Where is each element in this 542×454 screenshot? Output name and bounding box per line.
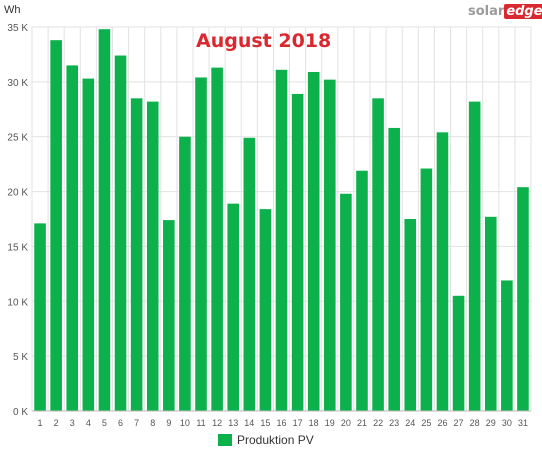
bar-day-21[interactable] — [356, 170, 368, 411]
x-tick-label: 18 — [309, 418, 319, 428]
x-tick-label: 7 — [134, 418, 139, 428]
y-tick-label: 35 K — [7, 23, 28, 34]
y-tick-label: 25 K — [7, 133, 28, 144]
x-tick-label: 1 — [38, 418, 43, 428]
x-tick-label: 11 — [196, 418, 205, 428]
x-tick-label: 4 — [86, 418, 91, 428]
x-tick-label: 5 — [102, 418, 107, 428]
bar-day-4[interactable] — [82, 78, 95, 412]
bar-day-16[interactable] — [275, 69, 288, 411]
x-tick-label: 8 — [150, 418, 155, 428]
x-tick-label: 14 — [244, 418, 254, 428]
legend-swatch — [218, 434, 232, 446]
bar-day-6[interactable] — [114, 55, 127, 411]
bar-day-27[interactable] — [452, 295, 465, 411]
x-tick-label: 10 — [180, 418, 190, 428]
y-tick-label: 20 K — [7, 188, 28, 199]
y-axis-unit-label: Wh — [4, 4, 21, 16]
y-axis: 0 K 5 K 10 K 15 K 20 K 25 K 30 K 35 K — [7, 23, 28, 418]
x-tick-label: 22 — [373, 418, 383, 428]
chart-legend[interactable]: Produktion PV — [218, 433, 314, 447]
y-tick-label: 30 K — [7, 78, 28, 89]
x-tick-label: 26 — [437, 418, 447, 428]
x-tick-label: 3 — [70, 418, 75, 428]
x-tick-label: 12 — [212, 418, 222, 428]
y-tick-label: 0 K — [13, 407, 28, 418]
bar-day-3[interactable] — [66, 65, 79, 412]
y-tick-label: 10 K — [7, 297, 28, 308]
legend-label: Produktion PV — [237, 433, 314, 447]
x-tick-label: 31 — [518, 418, 528, 428]
bar-day-28[interactable] — [468, 101, 481, 411]
bar-day-5[interactable] — [98, 29, 111, 412]
bar-day-17[interactable] — [291, 93, 304, 411]
x-tick-label: 28 — [470, 418, 480, 428]
chart-title: August 2018 — [196, 30, 332, 52]
bar-day-13[interactable] — [227, 203, 240, 411]
bar-day-7[interactable] — [130, 98, 143, 412]
x-tick-label: 17 — [293, 418, 303, 428]
x-tick-label: 15 — [260, 418, 270, 428]
bar-day-25[interactable] — [420, 168, 433, 411]
x-tick-label: 29 — [486, 418, 496, 428]
x-tick-label: 9 — [166, 418, 171, 428]
bar-day-18[interactable] — [307, 71, 320, 412]
x-tick-label: 24 — [405, 418, 415, 428]
bar-day-1[interactable] — [34, 223, 46, 411]
bar-day-12[interactable] — [211, 67, 223, 411]
x-tick-label: 20 — [341, 418, 351, 428]
bar-day-22[interactable] — [372, 98, 384, 412]
bar-day-14[interactable] — [243, 137, 256, 411]
bar-day-8[interactable] — [146, 101, 159, 411]
bar-day-30[interactable] — [501, 280, 513, 411]
bar-day-29[interactable] — [484, 216, 497, 411]
bar-day-20[interactable] — [340, 193, 352, 411]
bar-day-31[interactable] — [517, 187, 529, 411]
x-tick-label: 30 — [502, 418, 512, 428]
bar-day-15[interactable] — [259, 209, 272, 411]
x-tick-label: 13 — [228, 418, 238, 428]
bar-day-10[interactable] — [179, 136, 191, 411]
bar-day-26[interactable] — [436, 132, 449, 411]
x-tick-label: 19 — [325, 418, 335, 428]
x-tick-label: 23 — [389, 418, 399, 428]
bar-series — [34, 29, 529, 412]
y-tick-label: 5 K — [13, 352, 28, 363]
bar-day-19[interactable] — [323, 79, 336, 412]
bar-day-24[interactable] — [404, 219, 417, 411]
logo-text-part2: edge — [504, 4, 542, 19]
x-tick-label: 27 — [454, 418, 464, 428]
x-axis: 1 2 3 4 5 6 7 8 9 10 11 12 13 14 15 16 17 18 19 20 21 22 23 24 2… — [32, 410, 531, 428]
bar-day-23[interactable] — [388, 127, 400, 412]
x-tick-label: 25 — [421, 418, 431, 428]
x-tick-label: 16 — [276, 418, 286, 428]
bar-day-9[interactable] — [163, 220, 175, 411]
bar-day-11[interactable] — [195, 77, 207, 412]
x-tick-label: 2 — [54, 418, 59, 428]
bar-day-2[interactable] — [50, 40, 62, 412]
x-tick-label: 21 — [357, 418, 367, 428]
logo-text-part1: solar — [468, 4, 505, 19]
x-tick-label: 6 — [118, 418, 123, 428]
solaredge-logo: solar edge — [468, 4, 542, 19]
y-tick-label: 15 K — [7, 242, 28, 253]
